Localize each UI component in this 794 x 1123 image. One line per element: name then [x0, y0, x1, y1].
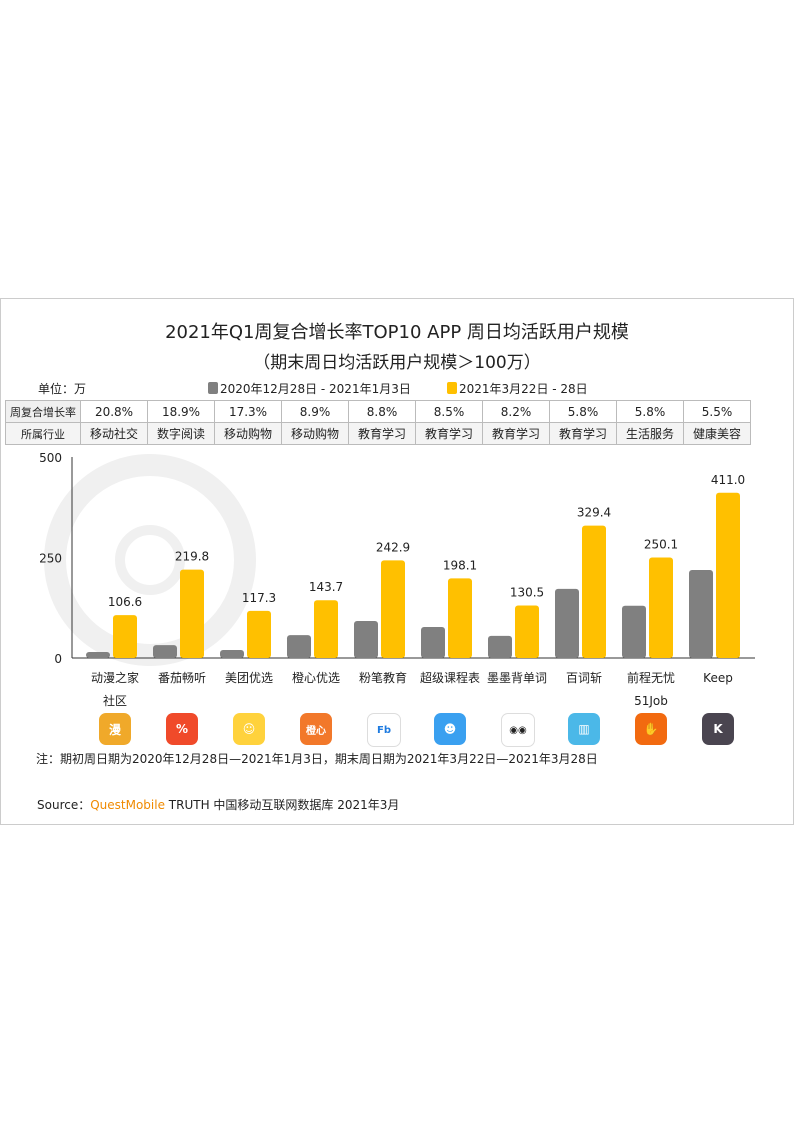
legend-swatch-yellow	[447, 382, 457, 394]
industry-cell: 教育学习	[482, 422, 550, 445]
value-label: 411.0	[711, 473, 745, 487]
bar-end-period	[113, 615, 137, 658]
unit-label: 单位：万	[38, 382, 87, 396]
chart-subtitle: （期末周日均活跃用户规模＞100万）	[253, 353, 541, 373]
industry-cell: 教育学习	[415, 422, 483, 445]
bar-end-period	[649, 557, 673, 658]
info-table: 周复合增长率 20.8% 18.9% 17.3% 8.9% 8.8% 8.5% 8.2% 5.8…	[5, 400, 751, 445]
bar-end-period	[381, 560, 405, 658]
y-tick-label: 500	[39, 451, 62, 465]
industry-cell: 移动购物	[214, 422, 282, 445]
value-label: 106.6	[108, 595, 142, 609]
legend-item-start: 2020年12月28日 - 2021年1月3日	[208, 380, 411, 397]
chaoji-icon: ☻	[434, 713, 466, 745]
fenbi-icon: Fb	[367, 713, 401, 747]
value-label: 117.3	[242, 591, 276, 605]
growth-cell: 8.8%	[348, 400, 416, 423]
source-prefix: Source：	[37, 798, 91, 812]
legend-item-end: 2021年3月22日 - 28日	[447, 380, 588, 397]
bar-start-period	[689, 569, 713, 658]
bar-start-period	[488, 635, 512, 658]
bar-end-period	[180, 569, 204, 658]
industry-cell: 健康美容	[683, 422, 751, 445]
category-label: 墨墨背单词	[487, 671, 547, 685]
value-label: 143.7	[309, 580, 343, 594]
qiancheng-icon: ✋	[635, 713, 667, 745]
source-line: Source：QuestMobile TRUTH 中国移动互联网数据库 2021…	[37, 796, 399, 813]
growth-cell: 5.8%	[549, 400, 617, 423]
category-label: 番茄畅听	[158, 671, 206, 685]
category-label: 51Job	[634, 694, 668, 708]
row-header: 所属行业	[5, 422, 81, 445]
meituan-icon: ☺	[233, 713, 265, 745]
industry-cell: 移动社交	[80, 422, 148, 445]
bar-start-period	[622, 605, 646, 658]
bar-start-period	[153, 645, 177, 658]
industry-cell: 教育学习	[549, 422, 617, 445]
value-label: 130.5	[510, 586, 544, 600]
fanqie-icon: %	[166, 713, 198, 745]
bar-end-period	[716, 492, 740, 658]
footnote: 注：期初周日期为2020年12月28日—2021年1月3日，期末周日期为2021…	[36, 752, 598, 766]
category-label: 美团优选	[225, 671, 273, 685]
dongman-icon: 漫	[99, 713, 131, 745]
bar-start-period	[421, 627, 445, 658]
legend-swatch-gray	[208, 382, 218, 394]
bar-end-period	[582, 525, 606, 658]
category-label: 百词斩	[566, 671, 602, 685]
growth-cell: 5.8%	[616, 400, 684, 423]
chengxin-icon: 橙心	[300, 713, 332, 745]
category-label: 社区	[103, 693, 127, 708]
bar-end-period	[247, 610, 271, 658]
y-tick-label: 0	[54, 652, 62, 666]
value-label: 250.1	[644, 537, 678, 551]
bar-start-period	[555, 588, 579, 658]
category-label: 前程无忧	[627, 670, 675, 685]
value-label: 198.1	[443, 558, 477, 572]
industry-cell: 数字阅读	[147, 422, 215, 445]
legend-label: 2021年3月22日 - 28日	[459, 382, 588, 396]
bar-start-period	[86, 651, 110, 658]
industry-cell: 教育学习	[348, 422, 416, 445]
watermark-logo	[44, 454, 256, 666]
bar-start-period	[287, 635, 311, 658]
category-label: 橙心优选	[292, 670, 340, 685]
watermark-logo-inner	[115, 525, 185, 595]
value-label: 219.8	[175, 550, 209, 564]
category-label: 动漫之家	[91, 670, 139, 685]
category-label: 超级课程表	[420, 670, 480, 685]
baici-icon: ▥	[568, 713, 600, 745]
industry-cell: 生活服务	[616, 422, 684, 445]
industry-cell: 移动购物	[281, 422, 349, 445]
keep-icon: K	[702, 713, 734, 745]
source-brand: QuestMobile	[90, 798, 165, 812]
growth-cell: 8.2%	[482, 400, 550, 423]
bar-end-period	[515, 605, 539, 658]
legend-label: 2020年12月28日 - 2021年1月3日	[220, 382, 411, 396]
category-label: 粉笔教育	[359, 670, 407, 685]
momo-icon: ◉◉	[501, 713, 535, 747]
growth-cell: 8.9%	[281, 400, 349, 423]
source-rest: TRUTH 中国移动互联网数据库 2021年3月	[164, 798, 400, 812]
bar-start-period	[220, 649, 244, 658]
chart-title: 2021年Q1周复合增长率TOP10 APP 周日均活跃用户规模	[165, 322, 629, 343]
bar-end-period	[448, 578, 472, 658]
value-label: 242.9	[376, 540, 410, 554]
category-label: Keep	[703, 671, 733, 685]
bar-start-period	[354, 621, 378, 658]
y-tick-label: 250	[39, 552, 62, 566]
bar-end-period	[314, 600, 338, 658]
value-label: 329.4	[577, 506, 611, 520]
